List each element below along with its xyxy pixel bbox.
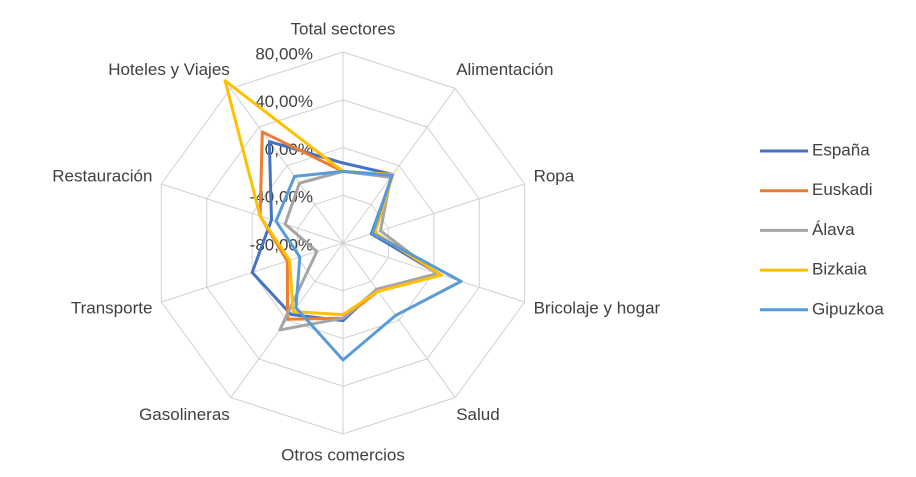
category-label: Total sectores (291, 19, 396, 38)
category-label: Salud (456, 405, 499, 424)
spoke (230, 88, 344, 244)
category-label: Hoteles y Viajes (108, 60, 230, 79)
legend-label: Euskadi (812, 180, 872, 199)
category-label: Gasolineras (139, 405, 230, 424)
category-label: Ropa (534, 167, 575, 186)
y-tick-label: 80,00% (255, 44, 313, 63)
legend-label: España (812, 140, 870, 159)
legend-label: Gipuzkoa (812, 299, 884, 318)
spoke (161, 183, 344, 244)
category-label: Restauración (52, 167, 152, 186)
category-label: Alimentación (456, 60, 553, 79)
category-label: Bricolaje y hogar (534, 298, 661, 317)
legend-label: Álava (812, 220, 855, 239)
series-line (274, 169, 463, 362)
y-tick-label: 40,00% (255, 92, 313, 111)
spoke (342, 242, 456, 398)
spoke (342, 88, 456, 244)
category-label: Otros comercios (281, 445, 405, 464)
legend-label: Bizkaia (812, 260, 867, 279)
category-label: Transporte (71, 298, 153, 317)
series-line (250, 140, 442, 323)
series-line (278, 169, 439, 332)
